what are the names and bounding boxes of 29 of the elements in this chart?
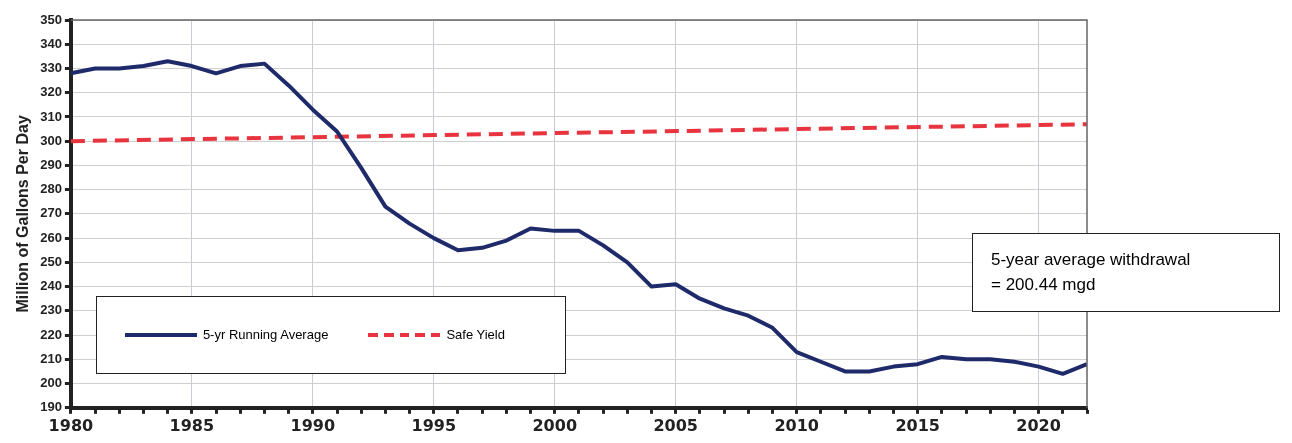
x-tick-label: 1990 bbox=[290, 415, 336, 435]
y-tick-label: 270 bbox=[40, 205, 62, 221]
y-tick-label: 310 bbox=[40, 108, 62, 124]
x-tick-label: 2005 bbox=[653, 415, 698, 435]
y-tick-label: 220 bbox=[40, 326, 62, 342]
y-tick-label: 230 bbox=[40, 302, 62, 318]
y-tick-label: 280 bbox=[40, 181, 62, 197]
y-tick-label: 350 bbox=[40, 11, 62, 27]
x-tick-label: 2000 bbox=[532, 415, 578, 435]
y-tick-label: 340 bbox=[40, 35, 62, 51]
legend-label: 5-yr Running Average bbox=[202, 327, 329, 343]
y-tick-label: 300 bbox=[40, 132, 62, 148]
y-tick-label: 250 bbox=[40, 253, 62, 269]
y-tick-label: 320 bbox=[40, 84, 62, 100]
y-tick-label: 330 bbox=[40, 60, 62, 76]
legend-label: Safe Yield bbox=[446, 327, 505, 343]
x-tick-label: 1980 bbox=[48, 415, 94, 435]
y-tick-label: 240 bbox=[40, 278, 62, 294]
y-axis-title: Million of Gallons Per Day bbox=[14, 115, 32, 313]
x-tick-label: 2015 bbox=[895, 415, 940, 435]
y-tick-label: 210 bbox=[40, 350, 62, 366]
y-tick-label: 190 bbox=[40, 399, 62, 415]
y-tick-label: 200 bbox=[40, 375, 62, 391]
x-tick-label: 2010 bbox=[774, 415, 819, 435]
x-tick-label: 1995 bbox=[411, 415, 457, 435]
y-tick-label: 260 bbox=[40, 229, 62, 245]
y-tick-label: 290 bbox=[40, 157, 62, 172]
x-tick-label: 2020 bbox=[1016, 415, 1061, 435]
x-tick-label: 1985 bbox=[169, 415, 215, 435]
